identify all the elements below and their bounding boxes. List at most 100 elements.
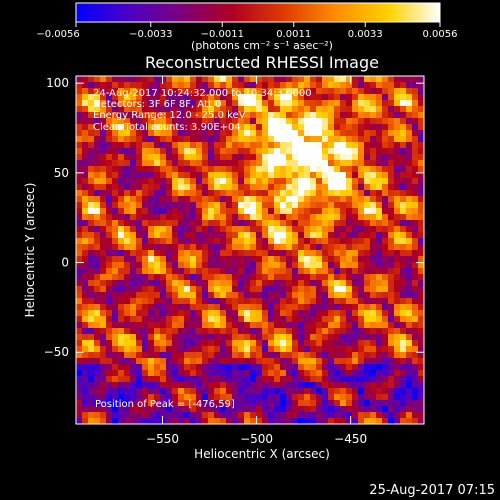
heatmap-cell <box>286 118 293 125</box>
heatmap-cell <box>406 202 413 209</box>
heatmap-cell <box>202 148 209 155</box>
heatmap-cell <box>88 304 95 311</box>
heatmap-cell <box>328 274 335 281</box>
heatmap-cell <box>370 334 377 341</box>
heatmap-cell <box>202 358 209 365</box>
heatmap-cell <box>232 166 239 173</box>
heatmap-cell <box>238 250 245 257</box>
heatmap-cell <box>178 214 185 221</box>
heatmap-cell <box>100 376 107 383</box>
heatmap-cell <box>310 232 317 239</box>
heatmap-cell <box>280 418 287 424</box>
heatmap-cell <box>268 232 275 239</box>
heatmap-cell <box>352 406 359 413</box>
heatmap-cell <box>166 136 173 143</box>
heatmap-cell <box>250 220 257 227</box>
heatmap-cell <box>364 394 371 401</box>
heatmap-cell <box>106 358 113 365</box>
heatmap-cell <box>244 382 251 389</box>
heatmap-cell <box>202 334 209 341</box>
heatmap-cell <box>82 328 89 335</box>
heatmap-cell <box>394 106 401 113</box>
heatmap-cell <box>304 250 311 257</box>
heatmap-cell <box>100 244 107 251</box>
heatmap-cell <box>382 136 389 143</box>
heatmap-cell <box>220 124 227 131</box>
heatmap-cell <box>376 136 383 143</box>
heatmap-cell <box>202 202 209 209</box>
heatmap-cell <box>148 400 155 407</box>
heatmap-cell <box>160 412 167 419</box>
heatmap-cell <box>394 220 401 227</box>
heatmap-cell <box>376 202 383 209</box>
heatmap-cell <box>274 214 281 221</box>
heatmap-cell <box>172 280 179 287</box>
heatmap-cell <box>346 220 353 227</box>
heatmap-cell <box>232 112 239 119</box>
heatmap-cell <box>106 268 113 275</box>
heatmap-cell <box>280 190 287 197</box>
colorbar-tick-label: 0.0011 <box>276 29 311 40</box>
x-tick-label: −450 <box>334 432 367 446</box>
heatmap-cell <box>328 322 335 329</box>
heatmap-cell <box>220 118 227 125</box>
heatmap-cell <box>298 400 305 407</box>
heatmap-cell <box>88 328 95 335</box>
heatmap-cell <box>244 214 251 221</box>
heatmap-cell <box>118 268 125 275</box>
heatmap-cell <box>76 352 83 359</box>
heatmap-cell <box>334 250 341 257</box>
heatmap-cell <box>400 148 407 155</box>
heatmap-cell <box>166 394 173 401</box>
heatmap-cell <box>262 376 269 383</box>
heatmap-cell <box>178 268 185 275</box>
heatmap-cell <box>310 184 317 191</box>
heatmap-cell <box>154 268 161 275</box>
heatmap-cell <box>148 274 155 281</box>
heatmap-cell <box>196 112 203 119</box>
heatmap-cell <box>316 232 323 239</box>
heatmap-cell <box>310 82 317 89</box>
heatmap-cell <box>268 412 275 419</box>
heatmap-cell <box>370 316 377 323</box>
heatmap-cell <box>184 136 191 143</box>
heatmap-cell <box>190 124 197 131</box>
heatmap-cell <box>82 232 89 239</box>
heatmap-cell <box>238 82 245 89</box>
heatmap-cell <box>214 394 221 401</box>
heatmap-cell <box>364 130 371 137</box>
heatmap-cell <box>352 208 359 215</box>
heatmap-cell <box>94 202 101 209</box>
heatmap-cell <box>364 412 371 419</box>
heatmap-cell <box>178 244 185 251</box>
heatmap-cell <box>286 304 293 311</box>
heatmap-cell <box>196 124 203 131</box>
heatmap-cell <box>382 238 389 245</box>
heatmap-cell <box>310 346 317 353</box>
heatmap-cell <box>334 340 341 347</box>
heatmap-cell <box>262 214 269 221</box>
heatmap-cell <box>184 100 191 107</box>
heatmap-cell <box>274 142 281 149</box>
heatmap-cell <box>394 346 401 353</box>
heatmap-cell <box>154 220 161 227</box>
heatmap-cell <box>172 160 179 167</box>
heatmap-cell <box>364 418 371 424</box>
heatmap-cell <box>286 400 293 407</box>
heatmap-cell <box>250 256 257 263</box>
heatmap-cell <box>100 400 107 407</box>
heatmap-cell <box>274 394 281 401</box>
heatmap-cell <box>352 298 359 305</box>
heatmap-cell <box>280 100 287 107</box>
heatmap-cell <box>364 220 371 227</box>
heatmap-cell <box>172 274 179 281</box>
heatmap-cell <box>202 226 209 233</box>
heatmap-cell <box>220 100 227 107</box>
heatmap-cell <box>316 364 323 371</box>
heatmap-cell <box>346 172 353 179</box>
heatmap-cell <box>106 412 113 419</box>
heatmap-cell <box>382 160 389 167</box>
heatmap-cell <box>382 352 389 359</box>
heatmap-cell <box>340 208 347 215</box>
heatmap-cell <box>184 106 191 113</box>
